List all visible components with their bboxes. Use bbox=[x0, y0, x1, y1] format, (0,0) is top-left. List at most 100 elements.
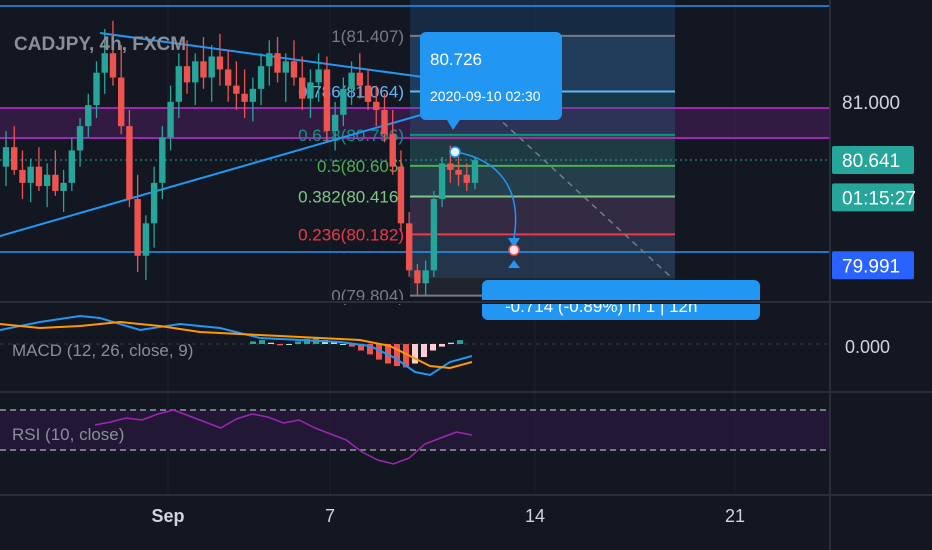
macd-axis-label: 0.000 bbox=[845, 337, 890, 357]
candle-body bbox=[356, 72, 364, 86]
macd-bar bbox=[457, 340, 463, 344]
candle-body bbox=[430, 199, 438, 271]
fib-level-label: 1(81.407) bbox=[331, 27, 404, 46]
candle-body bbox=[35, 166, 43, 187]
signal-line bbox=[0, 320, 473, 370]
macd-bar bbox=[259, 340, 265, 344]
candle-body bbox=[52, 174, 59, 191]
candle-body bbox=[282, 61, 289, 73]
time-label-sep: Sep bbox=[151, 506, 184, 526]
macd-bar bbox=[286, 344, 292, 345]
fib-zone bbox=[410, 196, 675, 235]
candle-body bbox=[447, 163, 454, 170]
candle-body bbox=[405, 223, 413, 271]
candle-body bbox=[76, 126, 84, 151]
candle-body bbox=[331, 114, 339, 132]
resistance-band bbox=[0, 108, 830, 138]
price-tooltip: 80.726 2020-09-10 02:30 bbox=[420, 32, 562, 130]
candle-body bbox=[241, 93, 248, 102]
projection-dashed-line bbox=[494, 114, 673, 279]
macd-bar bbox=[268, 342, 274, 344]
candle-body bbox=[340, 88, 347, 115]
macd-bar bbox=[277, 344, 283, 346]
candle-body bbox=[142, 223, 150, 256]
candle-body bbox=[257, 66, 265, 89]
macd-bar bbox=[439, 344, 445, 347]
macd-bar bbox=[358, 344, 364, 351]
candle-body bbox=[307, 82, 314, 99]
candle-body bbox=[126, 126, 133, 200]
candle-body bbox=[381, 109, 388, 135]
fib-level-label: 0.382(80.416) bbox=[298, 187, 404, 206]
macd-bar bbox=[430, 344, 436, 351]
tooltip-price: 80.726 bbox=[430, 50, 482, 69]
candle-body bbox=[134, 199, 141, 256]
candle-body bbox=[150, 182, 158, 224]
candle-body bbox=[200, 61, 207, 78]
macd-bar bbox=[448, 342, 454, 344]
fib-zone bbox=[410, 165, 675, 197]
candle-body bbox=[216, 56, 224, 70]
macd-bar bbox=[340, 344, 346, 345]
candle-body bbox=[422, 270, 429, 284]
candle-body bbox=[463, 174, 470, 183]
candle-body bbox=[109, 53, 117, 78]
rsi-pane[interactable]: RSI (10, close) bbox=[0, 409, 830, 465]
macd-bar bbox=[367, 344, 373, 355]
macd-bar bbox=[250, 341, 256, 344]
price-label: 81.000 bbox=[842, 93, 900, 114]
upper-trendline[interactable] bbox=[99, 32, 431, 79]
candles bbox=[2, 20, 479, 297]
candle-body bbox=[224, 69, 232, 86]
candle-body bbox=[183, 66, 191, 83]
time-label-21: 21 bbox=[725, 506, 745, 526]
candle-body bbox=[175, 66, 182, 102]
rsi-band bbox=[0, 410, 830, 450]
candle-body bbox=[323, 69, 331, 132]
candle-body bbox=[117, 77, 125, 127]
candle-body bbox=[60, 182, 67, 191]
macd-label: MACD (12, 26, close, 9) bbox=[12, 341, 193, 360]
candle-body bbox=[68, 150, 76, 183]
candle-body bbox=[43, 174, 51, 187]
start-point-marker[interactable] bbox=[449, 146, 461, 158]
macd-bar bbox=[349, 344, 355, 347]
candle-body bbox=[315, 69, 322, 83]
candle-body bbox=[397, 166, 405, 224]
fib-level-label: 0.236(80.182) bbox=[298, 225, 404, 244]
time-label-14: 14 bbox=[525, 506, 545, 526]
candle-body bbox=[389, 134, 396, 167]
price-label-box bbox=[832, 251, 914, 280]
macd-pane[interactable]: MACD (12, 26, close, 9) bbox=[0, 314, 830, 377]
time-label-7: 7 bbox=[325, 506, 335, 526]
price-label-box bbox=[832, 183, 914, 212]
macd-bar bbox=[295, 341, 301, 344]
macd-bar bbox=[403, 344, 409, 368]
candle-body bbox=[414, 270, 421, 284]
lower-trendline[interactable] bbox=[0, 107, 446, 237]
candle-body bbox=[101, 53, 108, 73]
candle-body bbox=[471, 160, 479, 183]
macd-bar bbox=[304, 338, 310, 344]
candle-body bbox=[290, 61, 298, 78]
candle-body bbox=[167, 101, 174, 138]
candle-body bbox=[159, 137, 166, 183]
measure-text: -0.714 (-0.89%) in 1 | 12h bbox=[505, 297, 697, 316]
price-label-box bbox=[832, 146, 914, 174]
candle-body bbox=[299, 77, 306, 99]
target-point-marker[interactable] bbox=[508, 244, 520, 256]
candle-body bbox=[274, 53, 281, 73]
arrow-head-icon bbox=[508, 238, 520, 248]
tooltip-datetime: 2020-09-10 02:30 bbox=[430, 88, 541, 104]
projection-arrow bbox=[455, 151, 517, 239]
candle-body bbox=[2, 147, 10, 167]
candle-body bbox=[455, 169, 462, 175]
time-axis[interactable]: Sep 7 14 21 bbox=[151, 506, 745, 526]
candle-body bbox=[208, 56, 215, 78]
macd-line bbox=[0, 314, 473, 377]
macd-bar bbox=[412, 344, 418, 364]
price-label: 79.991 bbox=[842, 256, 900, 277]
candle-body bbox=[249, 88, 257, 102]
